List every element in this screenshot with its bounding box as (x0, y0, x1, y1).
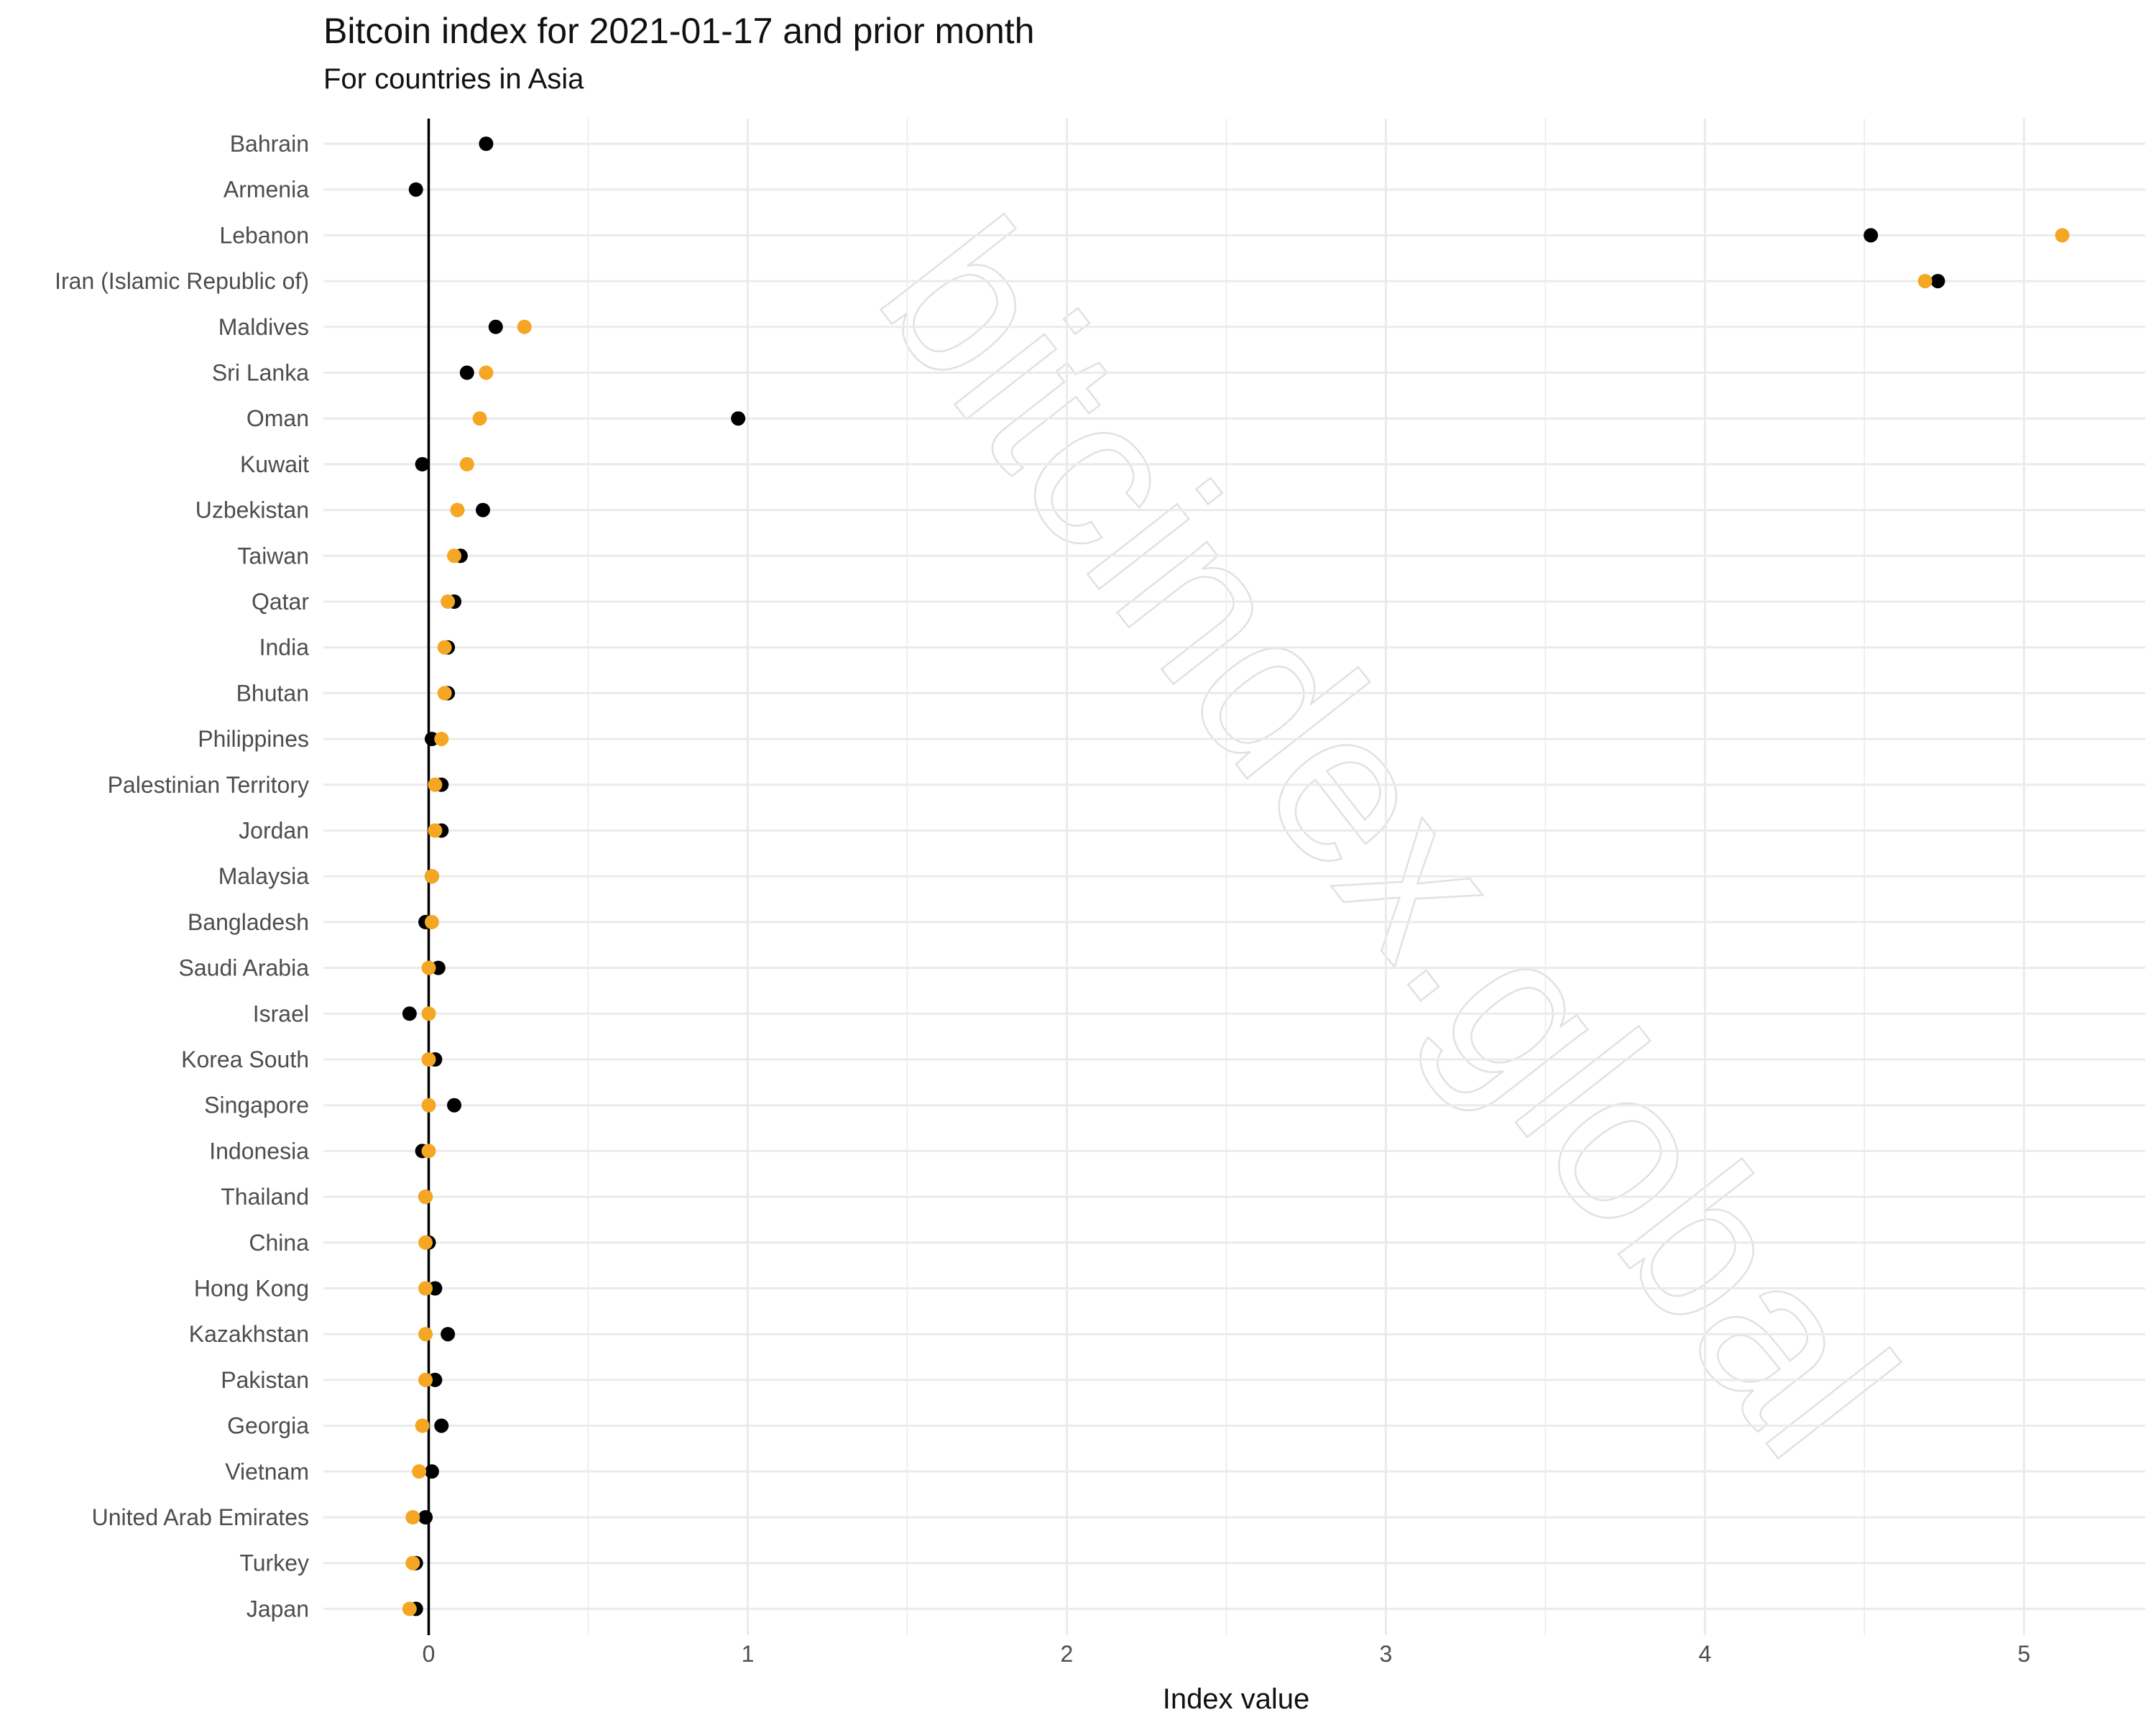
data-point-prior-month (2055, 228, 2070, 243)
data-point-current (424, 1464, 439, 1479)
data-point-current (441, 1327, 456, 1342)
x-tick-label: 4 (1698, 1641, 1711, 1667)
data-point-current (731, 411, 746, 426)
data-point-current (1930, 274, 1945, 289)
data-point-prior-month (418, 1372, 433, 1387)
x-tick-label: 3 (1379, 1641, 1392, 1667)
y-tick-label: Jordan (239, 818, 309, 844)
data-point-prior-month (437, 686, 452, 701)
y-tick-label: Korea South (181, 1046, 309, 1072)
data-point-prior-month (428, 823, 443, 838)
data-point-current (459, 365, 474, 380)
y-tick-label: Kuwait (240, 451, 309, 477)
y-tick-label: United Arab Emirates (92, 1504, 309, 1530)
data-point-current (415, 456, 430, 472)
y-tick-label: Taiwan (237, 543, 309, 569)
y-tick-label: Palestinian Territory (108, 772, 309, 798)
data-point-prior-month (421, 960, 436, 975)
y-tick-label: China (249, 1230, 309, 1256)
y-tick-label: Lebanon (219, 222, 309, 248)
data-point-current (434, 1418, 449, 1433)
x-tick-label: 5 (2017, 1641, 2030, 1667)
data-point-prior-month (421, 1006, 436, 1021)
data-point-current (475, 502, 490, 518)
data-point-prior-month (418, 1235, 433, 1250)
data-point-current (418, 1510, 433, 1524)
y-tick-label: Japan (247, 1596, 309, 1622)
x-axis-title: Index value (1163, 1683, 1310, 1715)
y-tick-label: Thailand (221, 1184, 309, 1210)
chart-title: Bitcoin index for 2021-01-17 and prior m… (323, 11, 1035, 51)
data-point-current (479, 137, 494, 151)
y-tick-label: Uzbekistan (195, 497, 309, 523)
data-point-prior-month (1917, 274, 1932, 289)
data-point-prior-month (434, 732, 449, 747)
data-point-current (488, 319, 503, 334)
y-tick-label: Georgia (227, 1413, 309, 1439)
data-point-prior-month (437, 640, 452, 655)
data-point-prior-month (402, 1601, 417, 1616)
y-tick-label: Israel (253, 1000, 309, 1026)
y-tick-label: Singapore (204, 1092, 309, 1118)
data-point-prior-month (424, 914, 439, 929)
x-tick-label: 2 (1061, 1641, 1074, 1667)
y-tick-label: Indonesia (209, 1138, 309, 1164)
data-point-prior-month (472, 411, 487, 426)
chart-subtitle: For countries in Asia (323, 63, 584, 95)
y-tick-label: Oman (247, 405, 309, 431)
data-point-prior-month (415, 1418, 430, 1433)
y-tick-label: India (259, 635, 310, 661)
data-point-prior-month (428, 777, 443, 792)
data-point-prior-month (418, 1281, 433, 1296)
data-point-prior-month (441, 594, 456, 609)
data-point-prior-month (418, 1327, 433, 1342)
y-tick-label: Iran (Islamic Republic of) (55, 268, 309, 294)
data-point-prior-month (405, 1555, 420, 1570)
y-tick-label: Saudi Arabia (179, 955, 310, 981)
data-point-prior-month (459, 456, 474, 472)
data-point-prior-month (450, 502, 465, 518)
data-point-prior-month (421, 1144, 436, 1159)
data-point-current (402, 1006, 417, 1021)
data-point-prior-month (421, 1052, 436, 1067)
y-tick-label: Bhutan (236, 680, 309, 706)
data-point-prior-month (418, 1190, 433, 1205)
data-point-prior-month (517, 319, 532, 334)
y-tick-label: Philippines (198, 726, 309, 752)
x-tick-label: 0 (423, 1641, 436, 1667)
y-tick-label: Pakistan (221, 1367, 309, 1393)
y-tick-label: Kazakhstan (189, 1321, 309, 1347)
y-tick-label: Qatar (252, 589, 309, 615)
y-tick-label: Turkey (239, 1550, 309, 1576)
watermark-text: bitcindex.global (835, 178, 1941, 1499)
y-tick-label: Hong Kong (194, 1276, 309, 1302)
data-point-prior-month (424, 869, 439, 884)
data-point-prior-month (447, 548, 462, 564)
y-tick-label: Sri Lanka (212, 360, 309, 386)
y-tick-label: Bangladesh (188, 909, 309, 935)
data-point-prior-month (421, 1098, 436, 1113)
data-point-current (447, 1098, 462, 1113)
data-point-prior-month (479, 365, 494, 380)
data-point-current (1864, 228, 1879, 243)
data-point-current (408, 182, 423, 197)
y-tick-label: Maldives (218, 314, 309, 340)
data-point-prior-month (405, 1510, 420, 1524)
x-tick-label: 1 (742, 1641, 755, 1667)
y-tick-label: Bahrain (230, 131, 309, 157)
y-tick-label: Malaysia (218, 863, 309, 889)
y-tick-label: Armenia (224, 177, 309, 203)
y-tick-label: Vietnam (225, 1458, 309, 1484)
data-point-prior-month (412, 1464, 427, 1479)
